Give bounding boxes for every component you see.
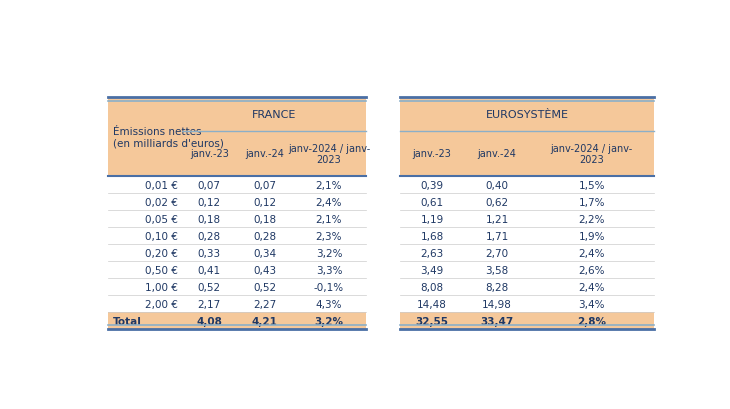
- Text: 2,2%: 2,2%: [579, 214, 605, 224]
- Bar: [108, 245, 366, 261]
- Text: Total: Total: [112, 316, 142, 326]
- Bar: [399, 98, 654, 177]
- Text: 0,05 €: 0,05 €: [145, 214, 178, 224]
- Text: 1,9%: 1,9%: [579, 231, 605, 241]
- Text: 0,61: 0,61: [420, 197, 444, 207]
- Text: 3,58: 3,58: [485, 265, 509, 275]
- Text: 0,52: 0,52: [253, 282, 276, 292]
- Text: 2,70: 2,70: [485, 248, 509, 258]
- Text: 4,21: 4,21: [252, 316, 277, 326]
- Text: FRANCE: FRANCE: [251, 110, 296, 120]
- Bar: [108, 177, 366, 193]
- Text: 3,3%: 3,3%: [315, 265, 342, 275]
- Text: 1,5%: 1,5%: [579, 180, 605, 190]
- Text: 1,68: 1,68: [420, 231, 444, 241]
- Text: 2,1%: 2,1%: [315, 214, 342, 224]
- Text: janv-2024 / janv-
2023: janv-2024 / janv- 2023: [550, 143, 633, 165]
- Text: 2,3%: 2,3%: [315, 231, 342, 241]
- Text: 3,2%: 3,2%: [315, 248, 342, 258]
- Text: 0,34: 0,34: [253, 248, 276, 258]
- Text: 0,02 €: 0,02 €: [145, 197, 178, 207]
- Text: 8,08: 8,08: [420, 282, 444, 292]
- Text: 4,3%: 4,3%: [315, 299, 342, 309]
- Text: 32,55: 32,55: [415, 316, 448, 326]
- Bar: [108, 211, 366, 227]
- Text: 0,18: 0,18: [253, 214, 276, 224]
- Bar: [399, 279, 654, 295]
- Bar: [108, 295, 366, 312]
- Text: EUROSYSTÈME: EUROSYSTÈME: [485, 110, 569, 120]
- Text: 1,7%: 1,7%: [579, 197, 605, 207]
- Text: 3,49: 3,49: [420, 265, 444, 275]
- Bar: [399, 245, 654, 261]
- Text: janv.-24: janv.-24: [477, 149, 516, 159]
- Bar: [108, 279, 366, 295]
- Text: 0,43: 0,43: [253, 265, 276, 275]
- Bar: [399, 193, 654, 211]
- Text: 0,41: 0,41: [198, 265, 220, 275]
- Text: 2,4%: 2,4%: [579, 282, 605, 292]
- Bar: [108, 227, 366, 245]
- Text: 2,1%: 2,1%: [315, 180, 342, 190]
- Bar: [399, 295, 654, 312]
- Text: 8,28: 8,28: [485, 282, 509, 292]
- Text: 0,39: 0,39: [420, 180, 444, 190]
- Text: 2,4%: 2,4%: [315, 197, 342, 207]
- Text: 0,20 €: 0,20 €: [145, 248, 178, 258]
- Text: 2,17: 2,17: [198, 299, 221, 309]
- Text: janv.-23: janv.-23: [190, 149, 228, 159]
- Text: 0,40: 0,40: [485, 180, 509, 190]
- Text: -0,1%: -0,1%: [314, 282, 344, 292]
- Bar: [108, 98, 366, 177]
- Text: 1,00 €: 1,00 €: [145, 282, 178, 292]
- Bar: [399, 177, 654, 193]
- Bar: [108, 193, 366, 211]
- Text: 4,08: 4,08: [196, 316, 222, 326]
- Text: Émissions nettes
(en milliards d'euros): Émissions nettes (en milliards d'euros): [112, 126, 223, 148]
- Text: 0,28: 0,28: [198, 231, 220, 241]
- Text: 0,52: 0,52: [198, 282, 220, 292]
- Text: 33,47: 33,47: [480, 316, 514, 326]
- Text: 0,01 €: 0,01 €: [145, 180, 178, 190]
- Bar: [399, 261, 654, 279]
- Bar: [399, 211, 654, 227]
- Text: 14,48: 14,48: [417, 299, 447, 309]
- Text: janv.-24: janv.-24: [245, 149, 284, 159]
- Bar: [108, 261, 366, 279]
- Text: 0,12: 0,12: [198, 197, 220, 207]
- Bar: [399, 227, 654, 245]
- Bar: [399, 312, 654, 329]
- Text: 2,27: 2,27: [253, 299, 276, 309]
- Text: janv.-23: janv.-23: [412, 149, 451, 159]
- Text: 2,8%: 2,8%: [577, 316, 607, 326]
- Text: 0,18: 0,18: [198, 214, 220, 224]
- Text: 2,6%: 2,6%: [579, 265, 605, 275]
- Bar: [108, 312, 366, 329]
- Text: 14,98: 14,98: [482, 299, 512, 309]
- Text: 2,4%: 2,4%: [579, 248, 605, 258]
- Text: 1,71: 1,71: [485, 231, 509, 241]
- Text: 0,28: 0,28: [253, 231, 276, 241]
- Text: 1,21: 1,21: [485, 214, 509, 224]
- Text: 3,2%: 3,2%: [315, 316, 343, 326]
- Text: 0,07: 0,07: [253, 180, 276, 190]
- Text: 0,07: 0,07: [198, 180, 220, 190]
- Text: 3,4%: 3,4%: [579, 299, 605, 309]
- Text: janv-2024 / janv-
2023: janv-2024 / janv- 2023: [288, 143, 370, 165]
- Text: 0,50 €: 0,50 €: [145, 265, 178, 275]
- Text: 0,10 €: 0,10 €: [145, 231, 178, 241]
- Text: 2,00 €: 2,00 €: [145, 299, 178, 309]
- Text: 1,19: 1,19: [420, 214, 444, 224]
- Text: 0,12: 0,12: [253, 197, 276, 207]
- Text: 0,62: 0,62: [485, 197, 509, 207]
- Text: 2,63: 2,63: [420, 248, 444, 258]
- Text: 0,33: 0,33: [198, 248, 220, 258]
